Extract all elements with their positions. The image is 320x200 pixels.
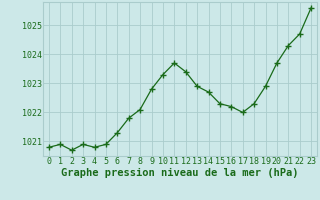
X-axis label: Graphe pression niveau de la mer (hPa): Graphe pression niveau de la mer (hPa) [61, 168, 299, 178]
